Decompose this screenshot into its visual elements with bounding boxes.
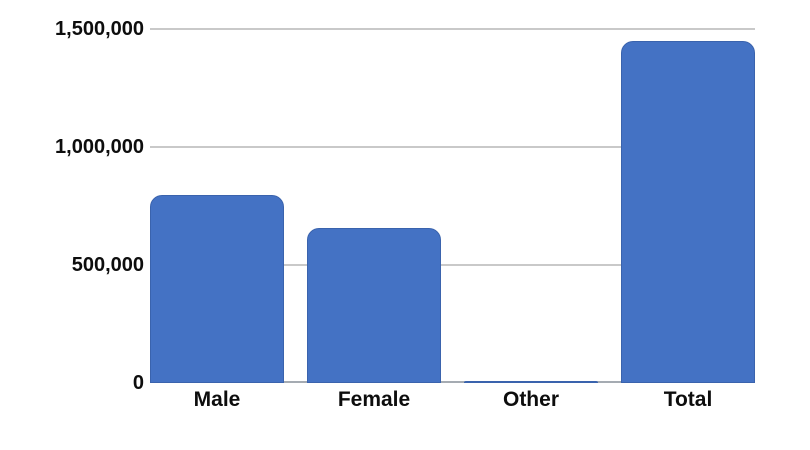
y-tick-label: 1,000,000 [55,136,144,158]
gridline [150,28,755,30]
bar-female [307,228,441,383]
plot-area [150,28,755,383]
x-tick-label-total: Total [663,388,713,411]
bar-male [150,195,284,383]
y-tick-label: 0 [132,372,144,394]
x-tick-label-male: Male [193,388,241,411]
y-tick-label: 500,000 [71,254,144,276]
gridline [150,264,755,266]
x-tick-label-female: Female [337,388,411,411]
x-tick-label-other: Other [502,388,559,411]
y-axis: 0 500,000 1,000,000 1,500,000 [0,0,144,450]
baseline-gridline [150,381,755,383]
y-tick-label: 1,500,000 [55,18,144,40]
bar-other [464,381,598,383]
gridline [150,146,755,148]
x-axis: Male Female Other Total [150,388,755,412]
bars [150,29,755,383]
bar-total [621,41,755,383]
